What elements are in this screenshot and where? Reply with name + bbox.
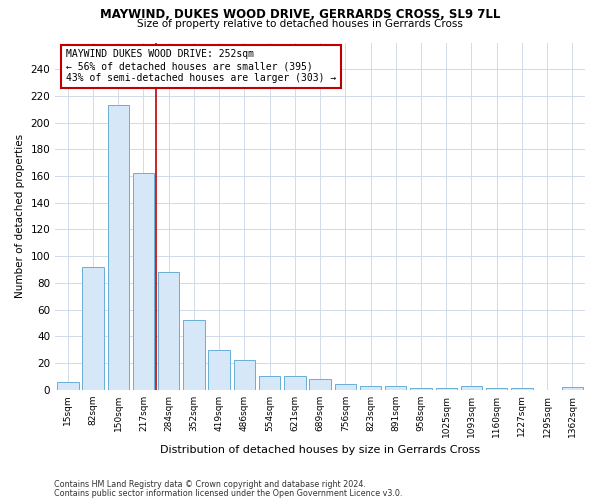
- Bar: [335, 384, 356, 390]
- Bar: [410, 388, 432, 390]
- Bar: [158, 272, 179, 390]
- Bar: [562, 387, 583, 390]
- Bar: [57, 382, 79, 390]
- Bar: [310, 379, 331, 390]
- Bar: [486, 388, 508, 390]
- Bar: [233, 360, 255, 390]
- Bar: [259, 376, 280, 390]
- Bar: [360, 386, 381, 390]
- Text: MAYWIND, DUKES WOOD DRIVE, GERRARDS CROSS, SL9 7LL: MAYWIND, DUKES WOOD DRIVE, GERRARDS CROS…: [100, 8, 500, 20]
- Bar: [511, 388, 533, 390]
- Bar: [133, 174, 154, 390]
- Text: Contains public sector information licensed under the Open Government Licence v3: Contains public sector information licen…: [54, 488, 403, 498]
- Y-axis label: Number of detached properties: Number of detached properties: [15, 134, 25, 298]
- Bar: [284, 376, 305, 390]
- Bar: [461, 386, 482, 390]
- Bar: [385, 386, 406, 390]
- Bar: [208, 350, 230, 390]
- Text: Size of property relative to detached houses in Gerrards Cross: Size of property relative to detached ho…: [137, 19, 463, 29]
- Bar: [82, 267, 104, 390]
- Bar: [107, 106, 129, 390]
- Bar: [183, 320, 205, 390]
- X-axis label: Distribution of detached houses by size in Gerrards Cross: Distribution of detached houses by size …: [160, 445, 480, 455]
- Text: MAYWIND DUKES WOOD DRIVE: 252sqm
← 56% of detached houses are smaller (395)
43% : MAYWIND DUKES WOOD DRIVE: 252sqm ← 56% o…: [66, 50, 336, 82]
- Text: Contains HM Land Registry data © Crown copyright and database right 2024.: Contains HM Land Registry data © Crown c…: [54, 480, 366, 489]
- Bar: [436, 388, 457, 390]
